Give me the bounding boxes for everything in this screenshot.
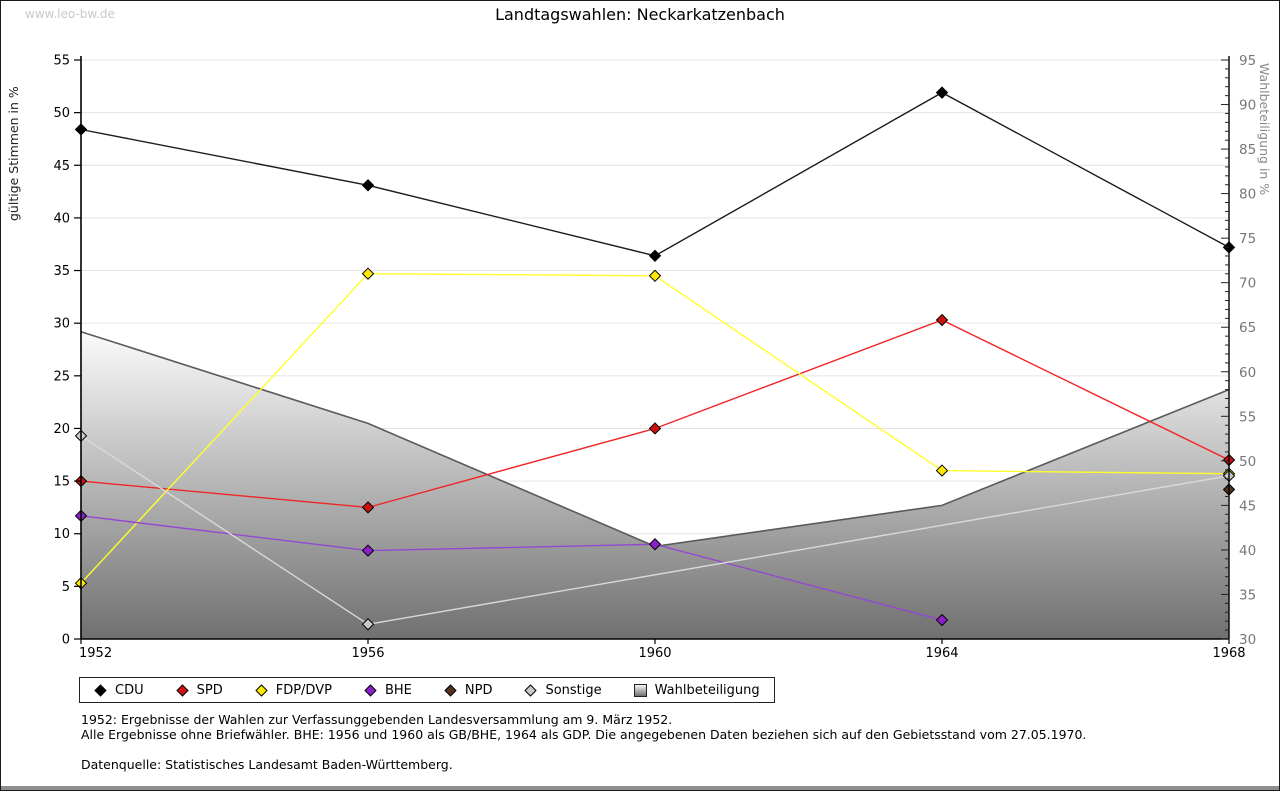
cdu-line	[80, 91, 1230, 257]
x-tick-label: 1952	[79, 646, 112, 661]
right-tick-label: 80	[1239, 187, 1256, 203]
legend-label: Sonstige	[545, 682, 602, 698]
left-tick-label: 5	[62, 580, 70, 595]
left-tick-label: 30	[53, 317, 70, 332]
right-tick-label: 50	[1239, 454, 1256, 470]
diamond-marker-icon	[444, 683, 457, 697]
footnote-line-2: Alle Ergebnisse ohne Briefwähler. BHE: 1…	[81, 727, 1087, 742]
cdu-point-1960	[648, 249, 662, 263]
right-axis-label: Wahlbeteiligung in %	[1257, 63, 1272, 196]
legend-item-spd: SPD	[175, 682, 223, 698]
left-tick-label: 0	[62, 633, 70, 648]
left-tick-label: 55	[53, 54, 70, 69]
diamond-marker-icon	[364, 683, 377, 697]
cdu-point-1956	[361, 179, 375, 192]
legend-item-wahlbeteiligung: Wahlbeteiligung	[633, 682, 760, 698]
bhe-point-1964	[935, 613, 949, 627]
legend-label: Wahlbeteiligung	[654, 682, 760, 698]
sonstige-point-1956	[361, 618, 375, 631]
x-tick-label: 1968	[1212, 646, 1245, 661]
legend-label: SPD	[196, 682, 223, 698]
spd-point-1960	[648, 422, 662, 435]
spd-point-1956	[361, 501, 375, 514]
right-tick-label: 65	[1239, 320, 1256, 336]
left-tick-label: 40	[53, 211, 70, 226]
legend-label: FDP/DVP	[275, 682, 332, 698]
x-tick-label: 1964	[925, 646, 958, 661]
wahlbeteiligung-area	[81, 331, 1229, 639]
x-tick-label: 1956	[351, 646, 384, 661]
page-title: Landtagswahlen: Neckarkatzenbach	[495, 5, 785, 24]
right-tick-label: 45	[1239, 498, 1256, 514]
diamond-marker-icon	[255, 683, 268, 697]
bottom-border-bar	[1, 786, 1279, 790]
footnotes: 1952: Ergebnisse der Wahlen zur Verfassu…	[81, 712, 1086, 772]
fdp-dvp-point-1964	[935, 464, 949, 477]
right-tick-label: 30	[1239, 632, 1256, 648]
bhe-point-1956	[361, 544, 375, 557]
left-tick-label: 15	[53, 475, 70, 490]
right-tick-label: 85	[1239, 142, 1256, 158]
right-tick-label: 55	[1239, 409, 1256, 425]
fdp-dvp-point-1956	[361, 267, 375, 280]
gradient-square-icon	[633, 683, 647, 697]
left-tick-label: 25	[53, 369, 70, 384]
diamond-marker-icon	[175, 683, 189, 697]
right-tick-label: 60	[1239, 365, 1256, 381]
right-tick-label: 90	[1239, 98, 1256, 114]
legend-label: NPD	[464, 682, 493, 698]
spd-point-1964	[935, 313, 949, 327]
left-tick-label: 35	[53, 264, 70, 279]
right-tick-label: 75	[1239, 231, 1256, 247]
chart-legend: CDU SPD FDP/DVP BHE NPD Sonstige Wahlbeteiligu…	[79, 677, 775, 703]
left-tick-label: 20	[53, 422, 70, 437]
legend-item-fdp-dvp: FDP/DVP	[255, 683, 332, 698]
bhe-point-1960	[648, 538, 662, 551]
left-tick-label: 10	[53, 527, 70, 542]
footnote-line-1: 1952: Ergebnisse der Wahlen zur Verfassu…	[81, 712, 673, 727]
fdp-dvp-point-1960	[648, 269, 662, 283]
right-tick-label: 35	[1239, 587, 1256, 603]
cdu-point-1964	[935, 86, 949, 99]
left-tick-label: 45	[53, 159, 70, 174]
right-tick-label: 70	[1239, 276, 1256, 292]
left-tick-label: 50	[53, 106, 70, 121]
legend-item-bhe: BHE	[364, 683, 412, 698]
diamond-marker-icon	[524, 683, 538, 697]
right-tick-label: 40	[1239, 543, 1256, 559]
legend-label: CDU	[115, 682, 144, 698]
legend-item-npd: NPD	[444, 682, 493, 698]
site-watermark: www.leo-bw.de	[25, 7, 115, 21]
right-tick-label: 95	[1239, 53, 1256, 69]
legend-item-cdu: CDU	[94, 683, 144, 698]
bhe-line	[80, 515, 943, 621]
legend-label: BHE	[384, 682, 412, 698]
x-tick-label: 1960	[638, 646, 671, 661]
diamond-marker-icon	[94, 683, 107, 697]
legend-item-sonstige: Sonstige	[524, 682, 602, 698]
footnote-source: Datenquelle: Statistisches Landesamt Bad…	[81, 757, 453, 772]
